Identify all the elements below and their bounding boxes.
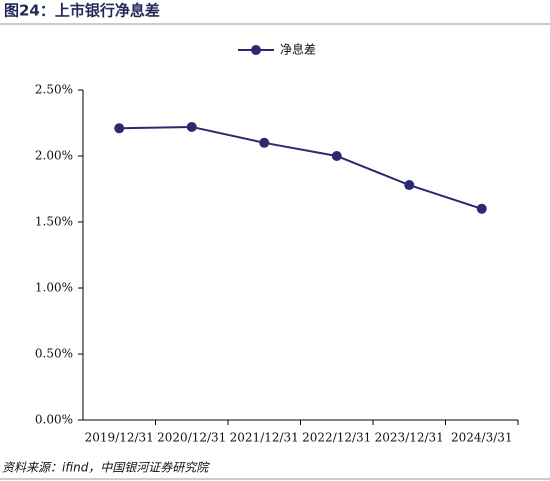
x-tick-label: 2021/12/31: [230, 431, 299, 445]
y-tick-label: 0.00%: [35, 413, 73, 427]
y-tick-label: 1.00%: [35, 281, 73, 295]
x-tick-label: 2024/3/31: [451, 431, 513, 445]
x-tick-label: 2022/12/31: [302, 431, 371, 445]
y-tick-label: 1.50%: [35, 215, 73, 229]
data-point: [331, 151, 342, 161]
data-point: [476, 203, 487, 214]
data-point: [114, 123, 125, 134]
data-point: [404, 180, 415, 191]
source-note: 资料来源：ifind，中国银河证券研究院: [2, 461, 210, 475]
data-line: [119, 125, 483, 210]
chart-title: 图24：上市银行净息差: [4, 2, 160, 20]
data-point: [259, 137, 270, 148]
legend-marker: [251, 45, 261, 55]
legend-label: 净息差: [280, 42, 316, 57]
x-tick-label: 2020/12/31: [157, 431, 226, 445]
x-tick-label: 2019/12/31: [85, 431, 154, 445]
y-tick-label: 0.50%: [35, 347, 73, 361]
y-tick-label: 2.50%: [35, 83, 73, 97]
y-tick-label: 2.00%: [35, 149, 73, 163]
x-tick-label: 2023/12/31: [375, 431, 444, 445]
data-point: [186, 121, 197, 132]
